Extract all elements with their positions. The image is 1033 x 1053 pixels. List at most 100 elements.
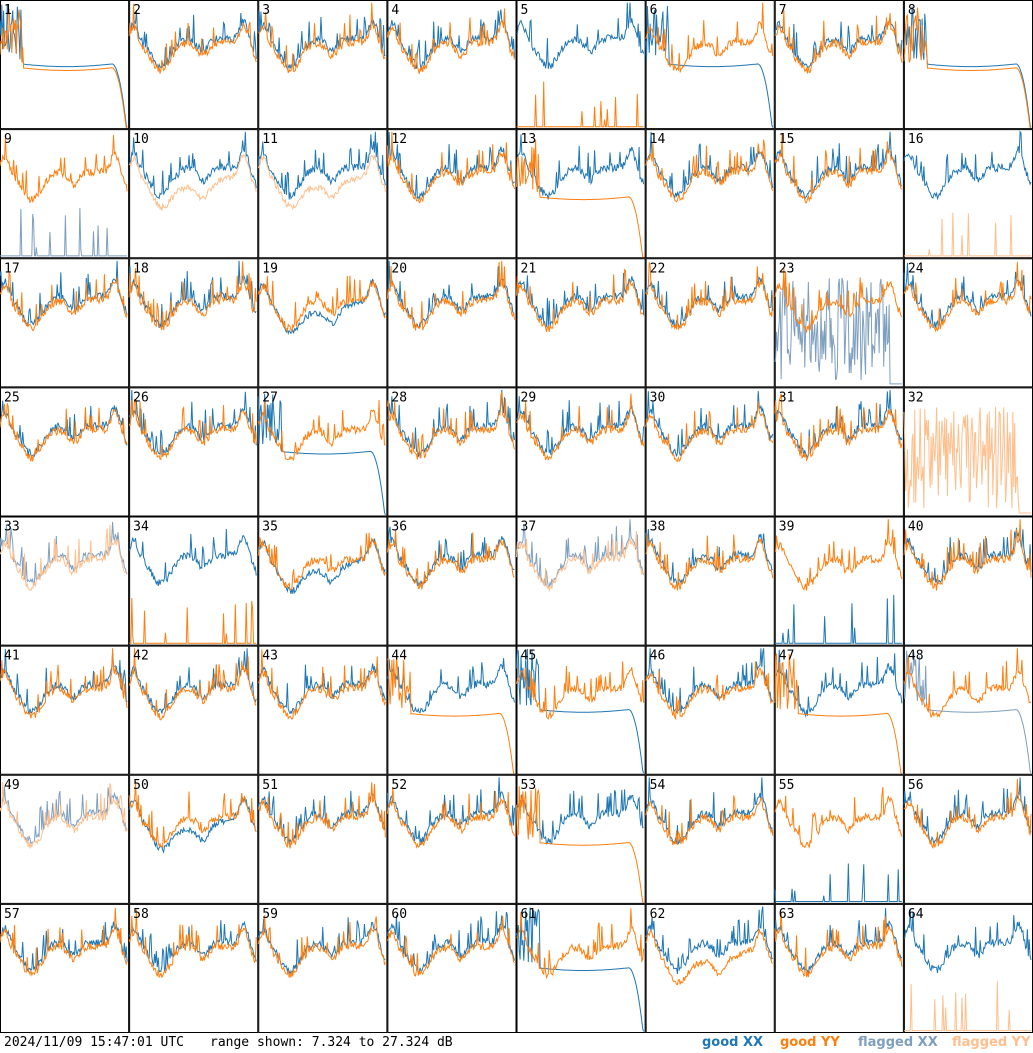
series-xx-line [645, 5, 774, 128]
panel-8: 8 [903, 0, 1033, 130]
panel-frame [258, 129, 388, 259]
series-yy-line [903, 519, 1032, 591]
series-yy-line [386, 391, 515, 460]
panel-30: 30 [645, 387, 775, 517]
panel-frame [645, 129, 775, 259]
panel-frame [0, 387, 130, 517]
series-yy-line [128, 3, 257, 74]
panel-41: 41 [0, 645, 130, 775]
series-yy-line [774, 786, 903, 849]
panel-36: 36 [386, 516, 517, 646]
panel-26: 26 [128, 387, 259, 517]
panel-label: 21 [521, 261, 537, 276]
panel-frame [387, 516, 517, 646]
panel-4: 4 [386, 0, 517, 130]
range-text: range shown: 7.324 to 27.324 dB [210, 1035, 453, 1050]
panel-label: 48 [908, 649, 924, 664]
panel-label: 25 [4, 390, 20, 405]
series-xx-line [774, 277, 902, 385]
panel-13: 13 [516, 129, 646, 259]
panel-label: 43 [262, 649, 278, 664]
panel-frame [258, 645, 388, 775]
series-yy-line [645, 534, 774, 591]
panel-46: 46 [645, 645, 775, 775]
series-yy-line [0, 648, 128, 719]
panel-18: 18 [128, 258, 259, 388]
panel-frame [258, 0, 388, 130]
panel-label: 24 [908, 261, 924, 276]
panel-34: 34 [128, 516, 259, 646]
panel-frame [516, 387, 646, 517]
panel-10: 10 [128, 129, 259, 259]
series-yy-line [386, 131, 515, 204]
panel-frame [645, 258, 775, 388]
panel-label: 28 [391, 390, 407, 405]
panel-51: 51 [257, 774, 388, 904]
series-yy-line [903, 778, 1032, 849]
panel-label: 7 [779, 3, 787, 18]
panel-label: 44 [391, 649, 407, 664]
panel-label: 31 [779, 390, 795, 405]
panel-frame [129, 516, 259, 646]
panel-label: 3 [262, 3, 270, 18]
series-yy-line [645, 928, 774, 986]
panel-3: 3 [257, 0, 388, 130]
series-yy-line [516, 908, 645, 980]
panel-frame [387, 258, 517, 388]
panel-label: 34 [133, 520, 149, 535]
panel-label: 38 [650, 520, 666, 535]
series-yy-line [257, 154, 386, 211]
panel-29: 29 [516, 387, 646, 517]
series-yy-line [257, 782, 386, 849]
legend-good-yy: good YY [780, 1035, 840, 1050]
panel-label: 55 [779, 778, 795, 793]
panel-label: 50 [133, 778, 149, 793]
series-xx-line [903, 650, 1032, 774]
panel-label: 37 [521, 520, 537, 535]
panel-label: 15 [779, 132, 795, 147]
panel-frame [774, 774, 904, 904]
panel-label: 36 [391, 520, 407, 535]
series-xx-line [903, 6, 1032, 128]
panel-label: 49 [4, 778, 20, 793]
panel-22: 22 [645, 258, 775, 388]
series-yy-line [774, 10, 903, 74]
series-xx-line [903, 908, 1032, 974]
panel-label: 22 [650, 261, 666, 276]
panel-frame [0, 258, 130, 388]
panel-label: 13 [521, 132, 537, 147]
series-yy-line [645, 795, 774, 846]
panel-label: 61 [521, 907, 537, 922]
series-xx-line [387, 389, 515, 458]
panel-frame [516, 129, 646, 259]
panel-label: 10 [133, 132, 149, 147]
panel-23: 23 [774, 258, 904, 388]
series-yy-line [129, 597, 257, 644]
series-xx-line [774, 594, 902, 644]
panel-20: 20 [386, 258, 517, 388]
panel-28: 28 [386, 387, 517, 517]
series-xx-line [0, 649, 128, 715]
panel-56: 56 [903, 774, 1033, 904]
panel-label: 23 [779, 261, 795, 276]
panel-label: 40 [908, 520, 924, 535]
panel-frame [903, 903, 1033, 1033]
panel-58: 58 [128, 903, 259, 1033]
panel-label: 5 [521, 3, 529, 18]
series-yy-line [129, 154, 257, 211]
series-yy-line [516, 81, 644, 128]
panel-39: 39 [774, 516, 904, 646]
panel-27: 27 [257, 387, 388, 517]
series-yy-line [774, 911, 903, 978]
panel-frame [0, 903, 130, 1033]
series-yy-line [257, 275, 386, 333]
series-yy-line [386, 529, 515, 590]
panel-7: 7 [774, 0, 904, 130]
series-xx-line [0, 400, 128, 458]
panel-14: 14 [645, 129, 775, 259]
series-xx-line [257, 393, 386, 516]
panel-label: 1 [4, 3, 12, 18]
series-yy-line [645, 262, 774, 330]
panel-43: 43 [257, 645, 388, 775]
series-xx-line [645, 906, 774, 975]
